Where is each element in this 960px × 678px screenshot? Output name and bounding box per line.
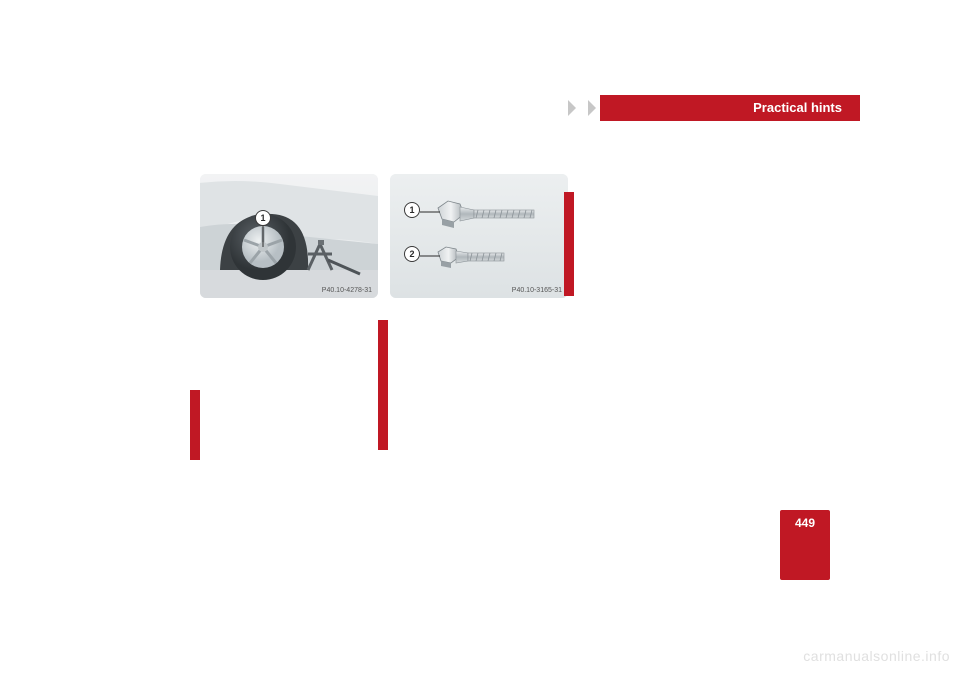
- figure-wheel-jack: 1 P40.10-4278-31: [200, 174, 378, 298]
- side-tab-1: [564, 192, 574, 296]
- side-tab-3: [378, 320, 388, 450]
- callout-1: 1: [255, 210, 271, 226]
- callout-bolt-1: 1: [404, 202, 420, 218]
- callout-bolt-2: 2: [404, 246, 420, 262]
- manual-page: Practical hints: [180, 60, 860, 590]
- page-number: 449: [795, 516, 815, 530]
- side-tab-2: [190, 390, 200, 460]
- watermark: carmanualsonline.info: [803, 648, 950, 664]
- figure-row: 1 P40.10-4278-31: [200, 174, 568, 298]
- page-number-badge: 449: [780, 510, 830, 580]
- section-title: Practical hints: [753, 100, 842, 115]
- figure-code: P40.10-3165-31: [512, 287, 562, 294]
- figure-wheel-bolts: 1 2 P40.10-3165-31: [390, 174, 568, 298]
- figure-code: P40.10-4278-31: [322, 287, 372, 294]
- section-header-band: Practical hints: [600, 95, 860, 121]
